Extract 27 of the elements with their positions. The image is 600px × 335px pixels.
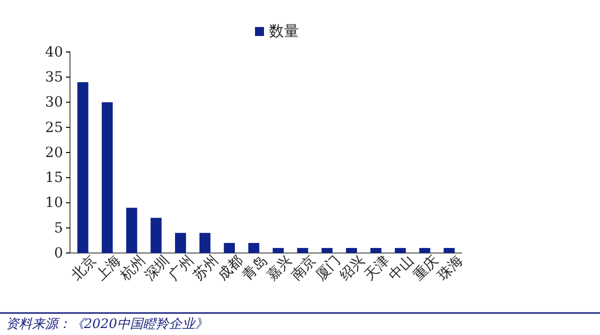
bar xyxy=(297,248,308,253)
bar xyxy=(444,248,455,253)
legend-label: 数量 xyxy=(269,22,299,40)
bar xyxy=(199,232,210,253)
y-tick-label: 20 xyxy=(45,144,63,161)
y-tick-label: 40 xyxy=(45,44,63,60)
y-tick-label: 30 xyxy=(45,94,63,111)
bar xyxy=(346,248,357,253)
bar xyxy=(126,208,138,253)
y-tick-label: 10 xyxy=(45,195,63,212)
bar xyxy=(322,248,333,253)
y-tick-label: 15 xyxy=(45,170,63,186)
bar xyxy=(224,242,235,253)
bar xyxy=(419,248,430,253)
y-tick-label: 25 xyxy=(45,120,63,136)
bar xyxy=(370,248,382,253)
text: 资料来源：《2020中国瞪羚企业》 xyxy=(6,317,208,332)
bar xyxy=(77,82,88,253)
bar xyxy=(150,218,162,253)
bar xyxy=(248,242,260,253)
bar xyxy=(175,232,186,253)
bar xyxy=(394,248,406,253)
y-tick-label: 0 xyxy=(54,245,63,262)
bar xyxy=(102,102,113,253)
bar xyxy=(272,248,284,253)
y-tick-label: 5 xyxy=(54,220,63,236)
y-tick-label: 35 xyxy=(45,70,63,86)
